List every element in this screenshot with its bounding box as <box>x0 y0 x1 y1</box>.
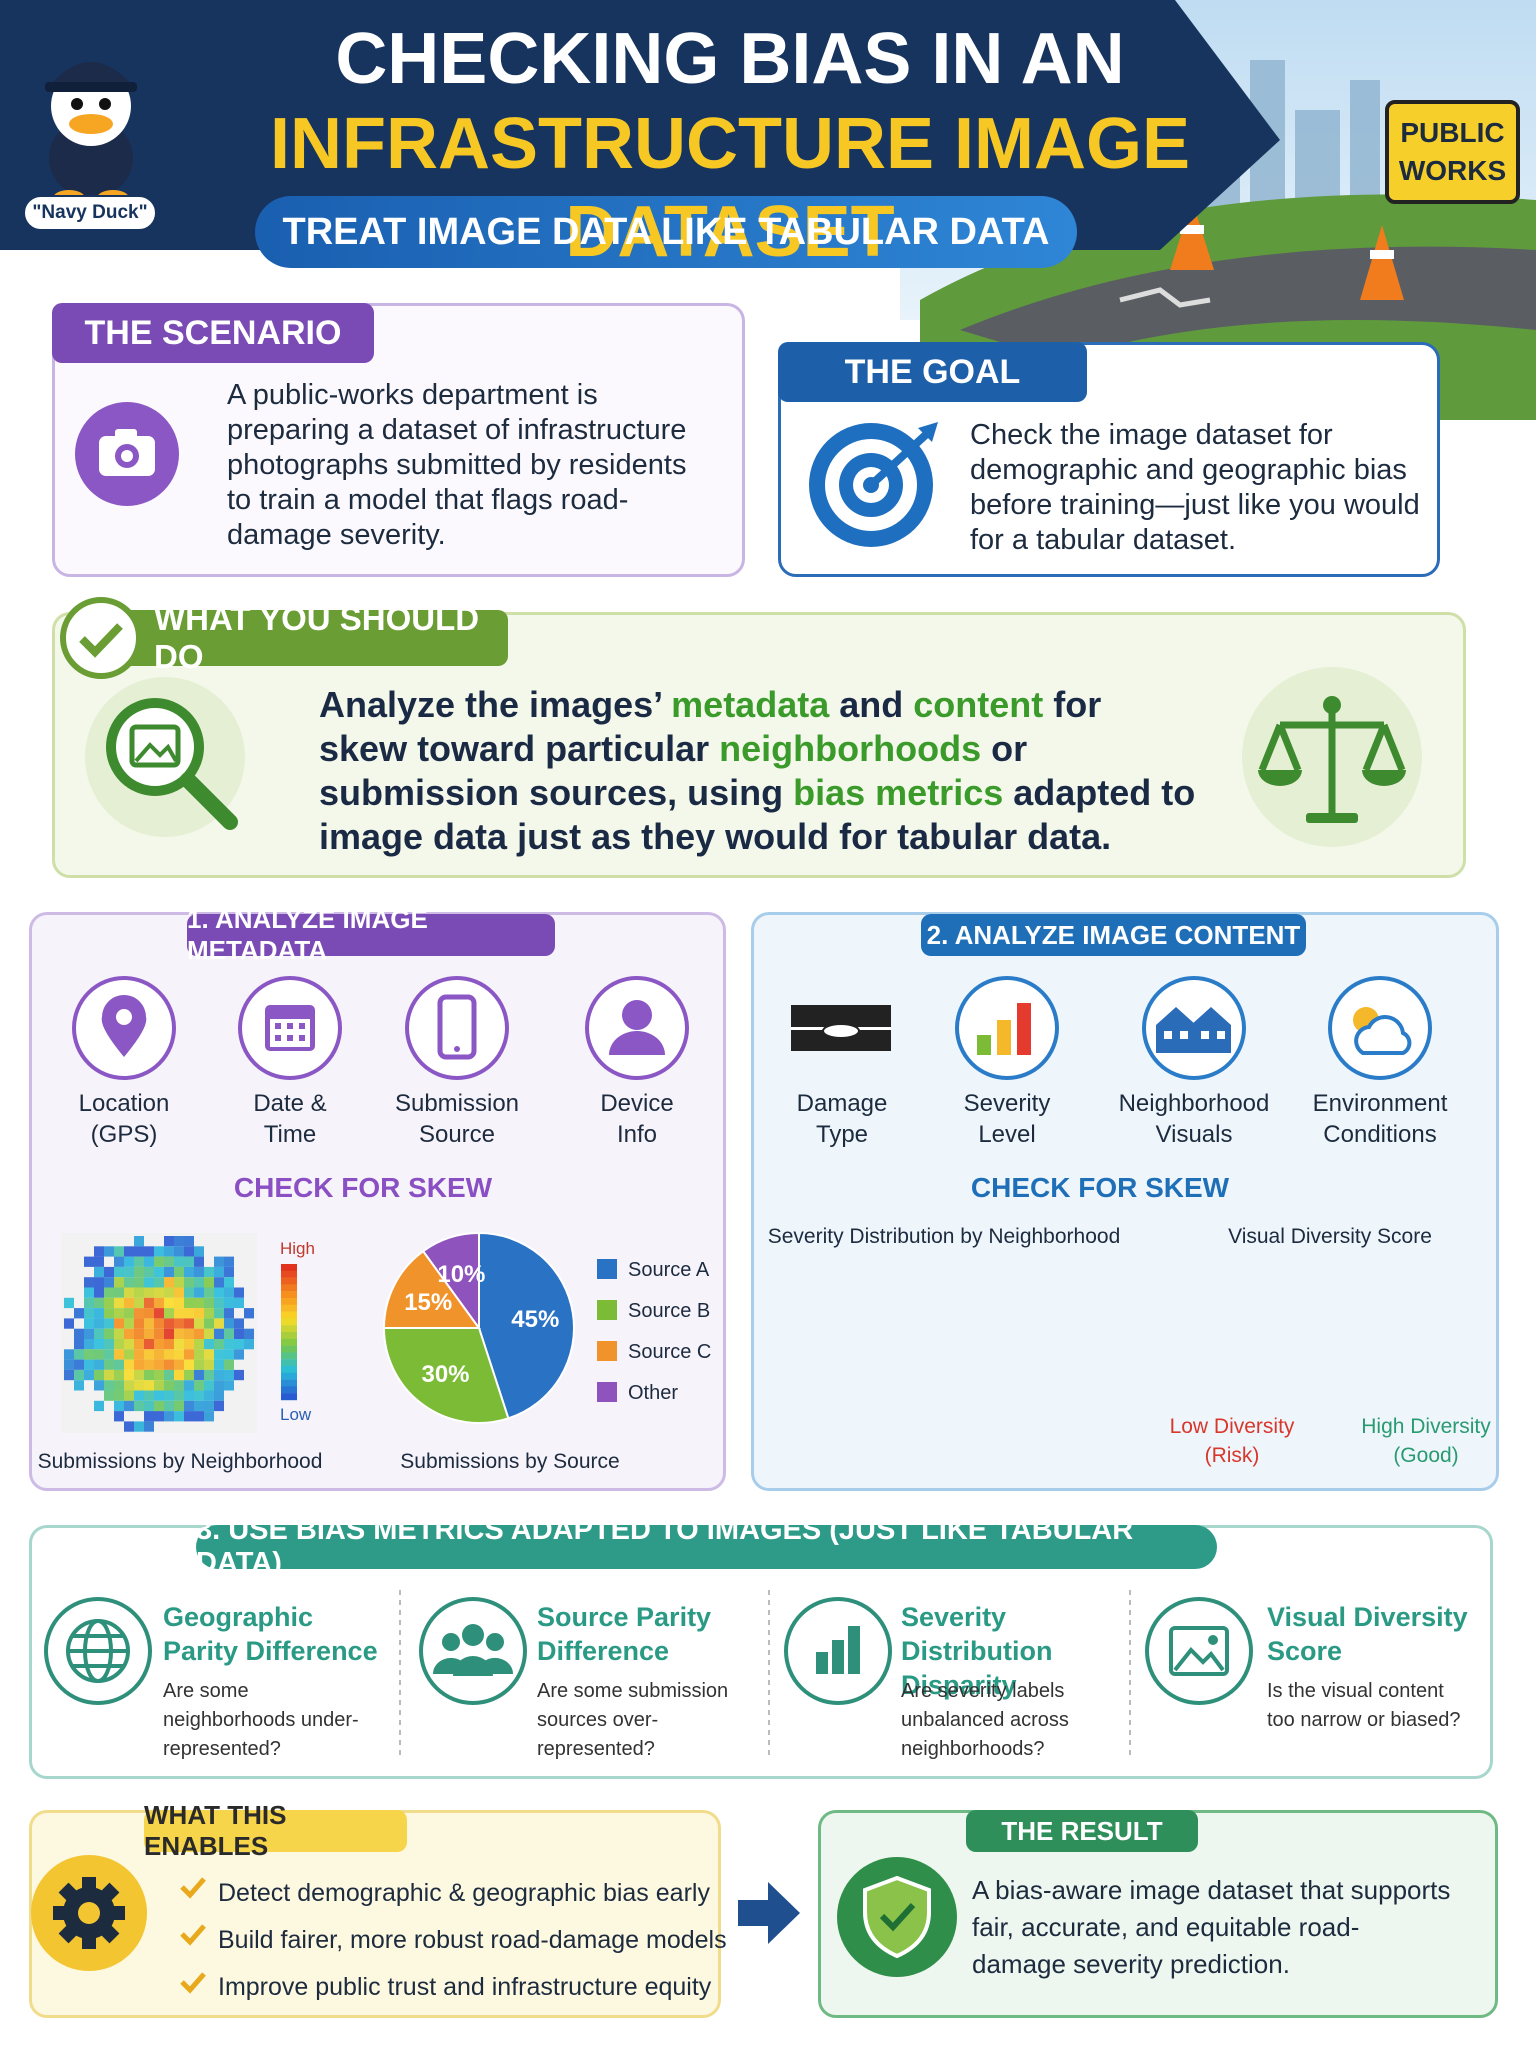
label-line: Device <box>600 1090 674 1117</box>
do-text-part: adapted to image data just as they would… <box>319 772 1196 857</box>
enables-item: Improve public trust and infrastructure … <box>218 1973 712 2001</box>
label-line: Visuals <box>1155 1121 1233 1148</box>
metadata-item: Date & Time <box>205 1088 375 1150</box>
metric-title: Geographic Parity Difference <box>163 1602 378 1666</box>
check-icon <box>60 597 142 679</box>
label-line: Low Diversity <box>1169 1415 1295 1438</box>
check-skew: CHECK FOR SKEW <box>970 1172 1230 1203</box>
label-line: Severity <box>963 1090 1051 1117</box>
metrics-heading: 3. USE BIAS METRICS ADAPTED TO IMAGES (J… <box>196 1514 1217 1579</box>
check-skew: CHECK FOR SKEW <box>233 1172 493 1203</box>
enables-list: Detect demographic & geographic bias ear… <box>218 1870 727 2011</box>
label-line: Source <box>418 1121 496 1148</box>
title-line2: INFRASTRUCTURE IMAGE DATASET <box>270 104 1190 272</box>
label-line: Environment <box>1312 1090 1448 1117</box>
label-line: Neighborhood <box>1118 1090 1270 1117</box>
label-line: Submission <box>394 1090 520 1117</box>
enables-item: Detect demographic & geographic bias ear… <box>218 1879 710 1907</box>
metadata-item: Device Info <box>552 1088 722 1150</box>
goal-heading: THE GOAL <box>778 342 1087 402</box>
camera-icon <box>75 402 179 506</box>
gauge-low: Low Diversity (Risk) <box>1152 1412 1312 1470</box>
target-icon <box>809 422 938 547</box>
enables-art <box>31 1855 206 1994</box>
metric-icons <box>44 1590 1253 1760</box>
metadata-item: Submission Source <box>372 1088 542 1150</box>
goal-text: Check the image dataset for demographic … <box>970 419 1420 556</box>
subtitle: TREAT IMAGE DATA LIKE TABULAR DATA <box>282 211 1050 253</box>
pie-caption: Submissions by Source <box>400 1450 620 1473</box>
metadata-heading: 1. ANALYZE IMAGE METADATA <box>187 904 555 965</box>
label-line: (GPS) <box>90 1121 158 1148</box>
sign-line: PUBLIC <box>1400 117 1505 148</box>
enables-heading: WHAT THIS ENABLES <box>144 1800 407 1861</box>
do-highlight: metadata <box>671 684 830 725</box>
do-text-part: Analyze the images’ <box>319 684 672 725</box>
arrow <box>738 1882 800 1944</box>
metric-title: Severity Distribution Disparity <box>901 1602 1053 1700</box>
title-line1: CHECKING BIAS IN AN <box>335 19 1125 99</box>
content-icons <box>791 976 1432 1080</box>
label-line: Damage <box>796 1090 888 1117</box>
metric-text: Are severity labels unbalanced across ne… <box>901 1680 1069 1760</box>
content-item: Environment Conditions <box>1295 1088 1465 1150</box>
severity-title: Severity Distribution by Neighborhood <box>767 1225 1121 1248</box>
label-line: Date & <box>253 1090 327 1117</box>
do-highlight: neighborhoods <box>719 728 982 769</box>
label-line: Info <box>616 1121 658 1148</box>
heatmap-caption: Submissions by Neighborhood <box>37 1450 323 1473</box>
metric-text: Are some submission sources over-represe… <box>537 1680 729 1760</box>
do-highlight: content <box>913 684 1044 725</box>
result-text: A bias-aware image dataset that supports… <box>972 1875 1451 1979</box>
label-line: Type <box>815 1121 869 1148</box>
label-line: (Risk) <box>1204 1444 1260 1467</box>
label-line: Time <box>263 1121 317 1148</box>
label-line: Location <box>78 1090 170 1117</box>
metric-title: Visual Diversity Score <box>1267 1602 1468 1666</box>
label-line: (Good) <box>1393 1444 1459 1467</box>
metric-title: Source Parity Difference <box>537 1602 712 1666</box>
do-text-part: and <box>829 684 914 725</box>
content-item: Neighborhood Visuals <box>1109 1088 1279 1150</box>
scenario-heading: THE SCENARIO <box>52 303 374 363</box>
sign: PUBLIC WORKS <box>1387 114 1518 190</box>
label-line: Conditions <box>1323 1121 1437 1148</box>
mascot-label: "Navy Duck" <box>32 202 148 223</box>
do-heading: WHAT YOU SHOULD DO <box>90 600 508 675</box>
scales-icon <box>1242 667 1422 847</box>
do-text: Analyze the images’ metadata and content… <box>319 683 1199 859</box>
sign-line: WORKS <box>1398 155 1507 186</box>
result-heading: THE RESULT <box>966 1810 1198 1852</box>
do-highlight: bias metrics <box>793 772 1004 813</box>
metric-text: Is the visual content too narrow or bias… <box>1267 1680 1461 1731</box>
do-text-part: for skew toward particular <box>319 684 1102 769</box>
content-item: Damage Type <box>757 1088 927 1150</box>
label-line: High Diversity <box>1361 1415 1491 1438</box>
enables-item: Build fairer, more robust road-damage mo… <box>218 1926 727 1954</box>
gauge-title: Visual Diversity Score <box>1228 1225 1432 1248</box>
do-text-part: or submission sources, using <box>319 728 1028 813</box>
metric-text: Are some neighborhoods under-represented… <box>163 1680 359 1760</box>
metadata-icons <box>72 976 689 1080</box>
metadata-item: Location (GPS) <box>39 1088 209 1150</box>
scenario-text: A public-works department is preparing a… <box>227 379 687 551</box>
gauge-high: High Diversity (Good) <box>1346 1412 1506 1470</box>
label-line: Level <box>978 1121 1036 1148</box>
content-item: Severity Level <box>922 1088 1092 1150</box>
magnifier-icon <box>85 677 245 837</box>
content-heading: 2. ANALYZE IMAGE CONTENT <box>921 914 1306 956</box>
shield-icon <box>837 1857 957 1977</box>
